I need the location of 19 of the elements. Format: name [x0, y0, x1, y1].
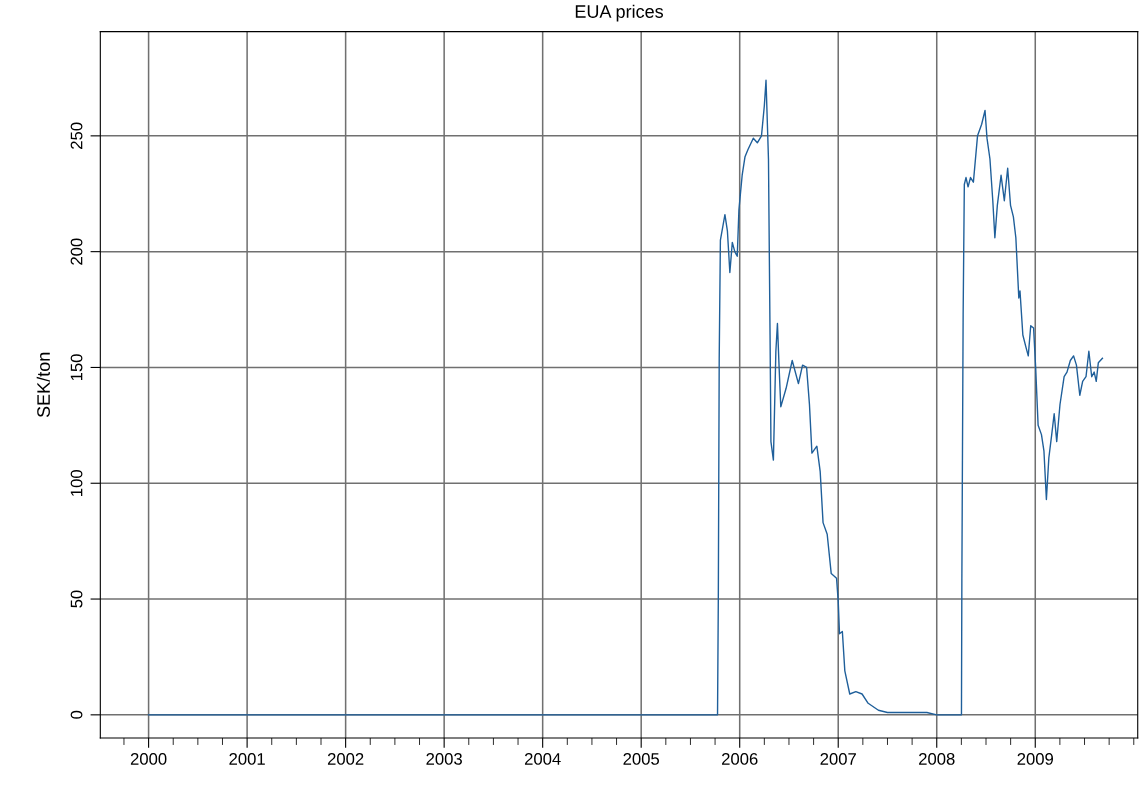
x-tick-label: 2000	[130, 753, 167, 765]
y-tick-label: 50	[70, 590, 83, 608]
x-tick-label: 2001	[229, 753, 265, 765]
chart-title: EUA prices	[575, 4, 664, 22]
line-series	[147, 79, 1104, 716]
x-tick-label: 2005	[623, 753, 660, 765]
y-tick-label: 200	[70, 238, 83, 265]
x-tick-label: 2007	[820, 753, 856, 765]
y-tick-label: 0	[70, 710, 83, 719]
x-tick-label: 2008	[919, 753, 955, 765]
x-tick-label: 2003	[426, 753, 462, 765]
x-tick-label: 2002	[327, 753, 364, 765]
x-tick-label: 2006	[722, 753, 758, 765]
x-tick-label: 2009	[1017, 753, 1054, 765]
y-axis-title: SEK/ton	[36, 352, 50, 418]
y-tick-label: 250	[70, 122, 83, 149]
x-tick-label: 2004	[524, 753, 561, 765]
y-tick-label: 150	[70, 354, 83, 381]
y-tick-label: 100	[70, 470, 83, 496]
